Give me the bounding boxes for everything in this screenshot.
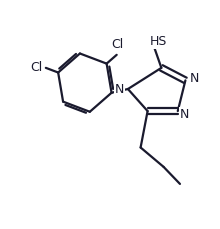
Text: HS: HS: [149, 35, 167, 48]
Text: N: N: [115, 82, 124, 95]
Text: N: N: [189, 72, 199, 85]
Text: Cl: Cl: [30, 61, 42, 74]
Text: Cl: Cl: [112, 38, 124, 51]
Text: N: N: [180, 108, 189, 121]
